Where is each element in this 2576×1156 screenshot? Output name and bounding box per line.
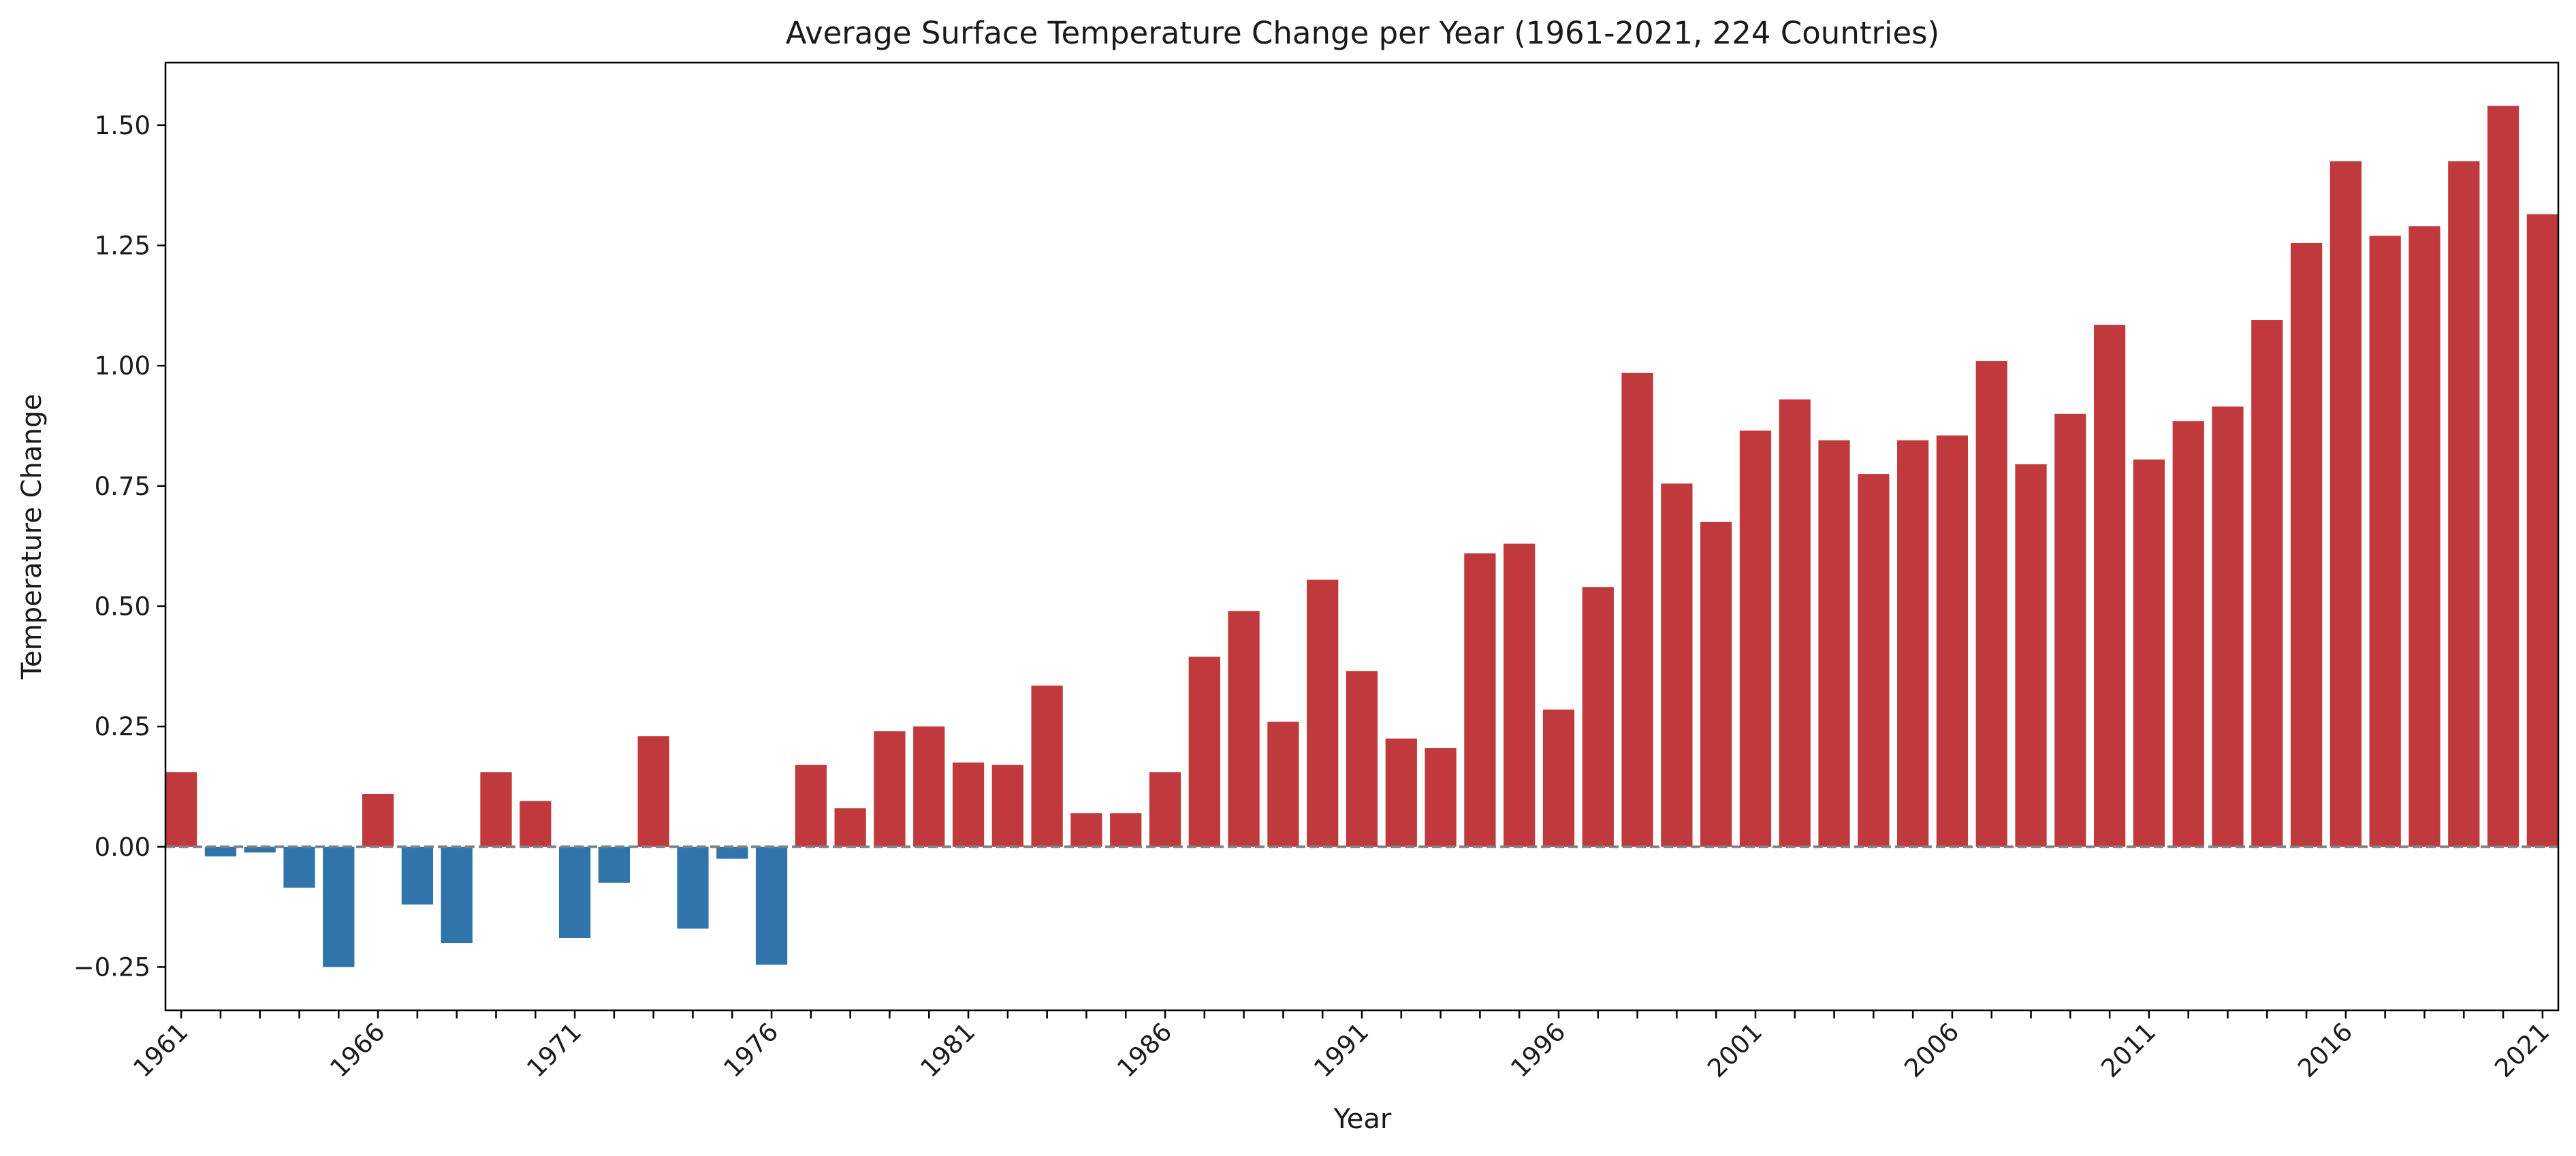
y-tick-label: 1.25 [95,231,150,261]
y-tick-label: 0.50 [95,592,150,621]
bar-2000 [1700,521,1732,847]
bar-1966 [362,794,394,847]
bar-2007 [1975,361,2007,847]
bar-1986 [1149,772,1181,847]
bar-2020 [2487,106,2519,847]
bar-1975 [716,846,748,859]
bar-1970 [520,801,552,847]
bar-1964 [283,846,315,888]
bar-1994 [1464,553,1496,847]
bar-1984 [1070,813,1102,847]
chart-title: Average Surface Temperature Change per Y… [786,15,1939,51]
bar-1987 [1188,656,1220,847]
bar-2013 [2212,406,2244,847]
x-tick-label: 1986 [1111,1017,1177,1083]
bar-2018 [2408,226,2440,847]
bars-group [165,106,2558,967]
bar-1985 [1110,813,1142,847]
bar-1981 [952,762,985,847]
bar-1977 [795,765,827,847]
bar-2001 [1739,430,1772,847]
x-tick-label: 1976 [718,1017,784,1083]
x-axis: 1961 1966 1971 1976 1981 1986 1991 1996 2001 2006… [127,1010,2555,1083]
bar-1967 [401,846,434,905]
y-tick-label: 1.00 [95,351,150,381]
bar-2019 [2448,161,2480,847]
bar-1978 [834,808,866,847]
bar-1965 [323,846,355,967]
bar-2012 [2172,421,2204,847]
bar-2016 [2329,161,2362,847]
bar-1973 [637,736,669,847]
bar-1961 [165,772,197,847]
bar-2015 [2290,242,2323,847]
bar-1963 [244,846,276,853]
bar-1972 [598,846,630,883]
bar-1969 [480,772,512,847]
bar-1974 [677,846,709,929]
x-tick-label: 2006 [1898,1017,1965,1083]
y-tick-label: 0.25 [95,712,150,741]
bar-2003 [1818,440,1850,847]
bar-1976 [755,846,788,965]
y-tick-label: 0.00 [95,833,150,862]
x-tick-label: 2001 [1702,1017,1768,1083]
bar-1993 [1425,748,1457,847]
bar-2008 [2015,464,2047,847]
bar-1979 [874,731,906,847]
bar-2014 [2251,320,2283,847]
bar-1991 [1346,671,1378,847]
bar-1992 [1385,738,1417,847]
x-tick-label: 2016 [2292,1017,2358,1083]
bar-1998 [1621,372,1653,847]
bar-2004 [1858,474,1890,847]
bar-2005 [1897,440,1929,847]
x-tick-label: 1996 [1505,1017,1571,1083]
bar-1996 [1542,709,1575,847]
bar-1980 [913,726,945,847]
x-tick-label: 1981 [915,1017,981,1083]
plot-frame [164,61,2560,1012]
x-tick-label: 2011 [2095,1017,2161,1083]
x-tick-label: 1961 [127,1017,193,1083]
bar-1989 [1267,722,1299,847]
bar-1971 [558,846,591,939]
x-tick-label: 1966 [324,1017,390,1083]
bar-1990 [1307,579,1339,847]
bar-1983 [1031,686,1063,847]
x-tick-label: 2021 [2489,1017,2555,1083]
x-axis-label: Year [1333,1104,1392,1135]
bar-1988 [1228,611,1260,847]
bar-1962 [204,846,237,856]
bar-2011 [2133,459,2165,847]
bar-2021 [2526,214,2558,847]
bar-1995 [1504,543,1536,847]
bar-1997 [1582,587,1614,847]
bar-2009 [2054,413,2086,847]
bar-2002 [1779,399,1811,847]
y-tick-label: −0.25 [74,952,150,982]
y-tick-label: 1.50 [95,111,150,140]
bar-1968 [441,846,473,944]
bar-1982 [991,765,1023,847]
x-tick-label: 1971 [521,1017,587,1083]
bar-2017 [2369,236,2401,847]
y-axis: −0.25 0.00 0.25 0.50 0.75 1.00 1.25 1.50 [74,111,165,982]
bar-2006 [1936,435,1969,847]
x-tick-label: 1991 [1308,1017,1374,1083]
bar-2010 [2094,325,2126,847]
y-axis-label: Temperature Change [16,394,48,679]
bar-1999 [1661,483,1693,847]
y-tick-label: 0.75 [95,472,150,501]
